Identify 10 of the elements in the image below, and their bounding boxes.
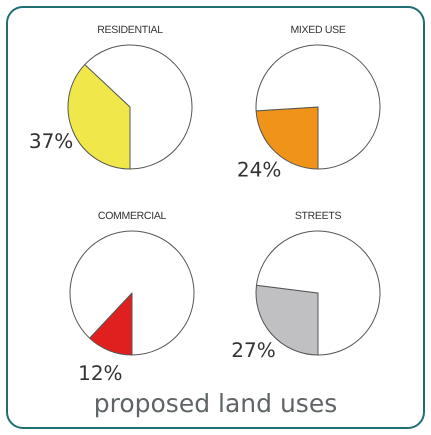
chart-title: COMMERCIAL: [98, 210, 167, 222]
chart-title: MIXED USE: [290, 24, 346, 36]
data-label: 27%: [231, 338, 276, 362]
data-label: 24%: [236, 158, 282, 182]
pie-slice: [70, 230, 194, 356]
data-label: 12%: [78, 360, 123, 385]
text: proposed land uses: [94, 389, 338, 418]
chart-title: RESIDENTIAL: [97, 24, 164, 36]
data-label: 37%: [28, 129, 74, 154]
chart-title: STREETS: [294, 210, 342, 222]
